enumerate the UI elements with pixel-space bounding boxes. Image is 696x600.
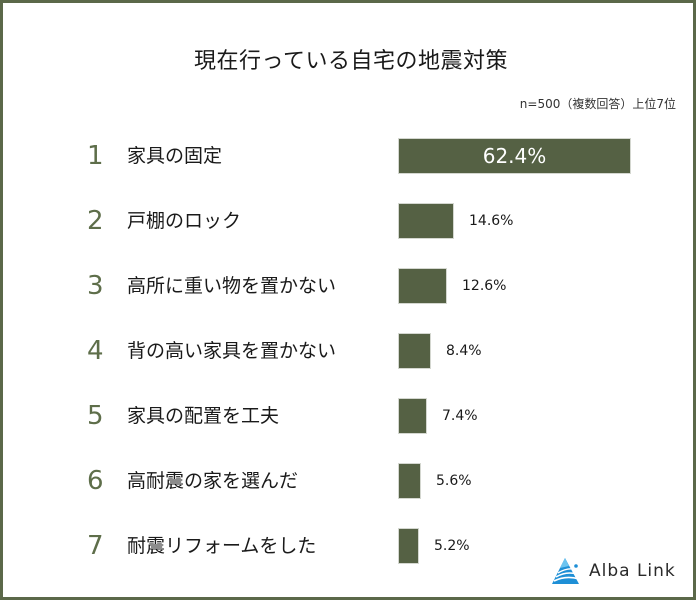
bar	[399, 334, 430, 368]
rank-number: 2	[87, 206, 104, 236]
rank-number: 3	[87, 271, 104, 301]
category-label: 耐震リフォームをした	[127, 535, 317, 557]
bar-value-label: 7.4%	[442, 408, 478, 424]
chart-title: 現在行っている自宅の地震対策	[194, 49, 508, 74]
bar-value-label: 5.6%	[436, 473, 472, 489]
bar-row: 4 背の高い家具を置かない 8.4%	[3, 334, 696, 368]
category-label: 家具の固定	[127, 145, 223, 167]
bar	[399, 464, 420, 498]
bar-row: 6 高耐震の家を選んだ 5.6%	[3, 464, 696, 498]
bar: 62.4%	[399, 139, 630, 173]
rank-number: 7	[87, 531, 104, 561]
alba-link-logo: Alba Link	[551, 556, 676, 586]
bar-value-label: 14.6%	[469, 213, 514, 229]
sample-note: n=500（複数回答）上位7位	[519, 97, 676, 111]
bar-row: 1 家具の固定 62.4%	[3, 139, 696, 173]
bar	[399, 529, 418, 563]
rank-number: 6	[87, 466, 104, 496]
bar-row: 2 戸棚のロック 14.6%	[3, 204, 696, 238]
rank-number: 1	[87, 141, 104, 171]
alba-link-logo-text: Alba Link	[589, 561, 676, 581]
bar	[399, 399, 426, 433]
bar-row: 3 高所に重い物を置かない 12.6%	[3, 269, 696, 303]
category-label: 家具の配置を工夫	[127, 405, 280, 427]
bar	[399, 204, 453, 238]
bar-value-label: 5.2%	[434, 538, 470, 554]
bar-row: 5 家具の配置を工夫 7.4%	[3, 399, 696, 433]
bar-value-label: 62.4%	[482, 144, 547, 168]
category-label: 高耐震の家を選んだ	[127, 470, 299, 492]
rank-number: 4	[87, 336, 104, 366]
bar-value-label: 12.6%	[462, 278, 507, 294]
category-label: 背の高い家具を置かない	[127, 340, 337, 362]
alba-link-logo-icon	[551, 557, 581, 585]
category-label: 高所に重い物を置かない	[127, 275, 337, 297]
category-label: 戸棚のロック	[127, 210, 242, 232]
bar-row: 7 耐震リフォームをした 5.2%	[3, 529, 696, 563]
bar	[399, 269, 446, 303]
bar-value-label: 8.4%	[446, 343, 482, 359]
rank-number: 5	[87, 401, 104, 431]
